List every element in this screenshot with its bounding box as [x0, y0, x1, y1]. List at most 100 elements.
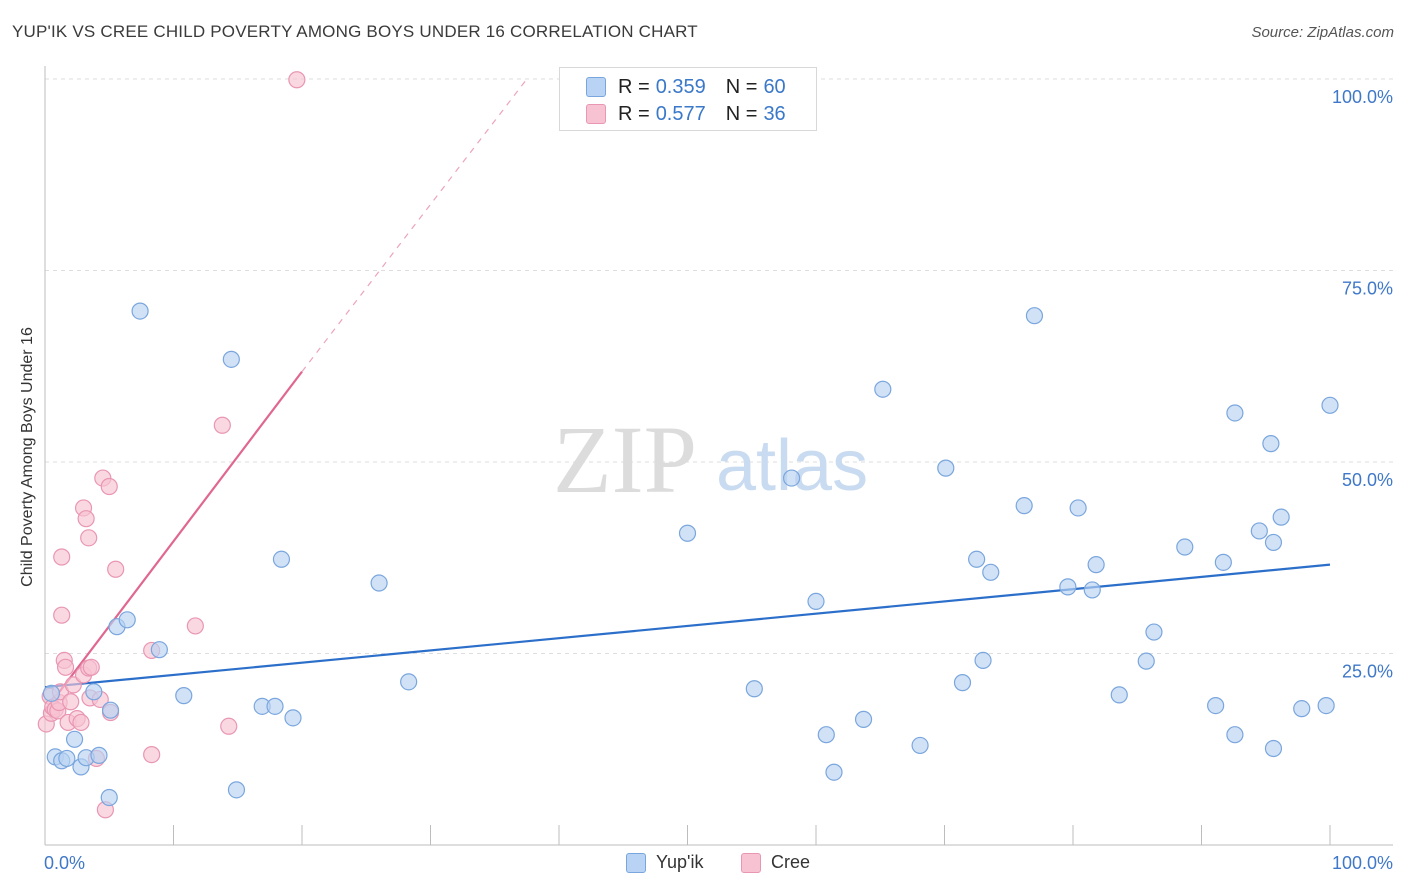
yupik-point	[817, 726, 835, 744]
cree-point	[107, 560, 125, 578]
yupik-point	[1083, 581, 1101, 599]
chart-title: YUP'IK VS CREE CHILD POVERTY AMONG BOYS …	[12, 22, 698, 41]
yupik-swatch	[586, 77, 606, 97]
stats-row-yupik: R = 0.359 N = 60	[586, 75, 786, 99]
cree-legend-swatch	[741, 852, 761, 873]
yupik-point	[807, 592, 825, 611]
yupik-point	[874, 380, 892, 398]
yupik-point	[42, 684, 61, 702]
yupik-point	[911, 736, 929, 755]
r-label: R =	[618, 75, 650, 98]
n-label: N =	[725, 102, 758, 125]
yupik-legend-swatch	[626, 852, 646, 873]
yupik-point	[1059, 578, 1077, 596]
yupik-point	[370, 574, 388, 592]
r-value: 0.577	[655, 102, 706, 125]
cree-point	[213, 416, 231, 434]
yupik-point	[1293, 700, 1311, 718]
stats-legend: R = 0.359 N = 60 R = 0.577 N = 36	[559, 67, 817, 131]
yupik-point	[1207, 696, 1225, 715]
legend-label-yupik: Yup'ik	[656, 852, 704, 872]
yupik-point	[266, 697, 284, 715]
axes	[44, 66, 1393, 846]
cree-point	[186, 617, 204, 635]
yupik-point	[825, 763, 843, 781]
tick-labels: 25.0% 50.0% 75.0% 100.0% 0.0% 100.0%	[44, 87, 1393, 873]
yupik-point	[118, 611, 136, 629]
cree-point	[100, 477, 118, 496]
n-label: N =	[725, 75, 758, 98]
cree-point	[80, 529, 98, 547]
yupik-point	[1015, 497, 1033, 515]
yupik-point	[1250, 522, 1268, 540]
yupik-point	[65, 730, 84, 748]
cree-point	[82, 658, 100, 676]
r-label: R =	[618, 102, 650, 125]
watermark: ZIP atlas	[553, 406, 868, 513]
yupik-point	[272, 550, 291, 568]
yupik-point	[1025, 307, 1044, 325]
yupik-point	[1069, 499, 1087, 517]
yupik-point	[131, 302, 149, 320]
yupik-point	[1110, 686, 1128, 704]
yupik-point	[222, 350, 240, 368]
n-value: 60	[763, 75, 786, 98]
series-legend: Yup'ik Cree	[0, 852, 1406, 876]
yupik-point	[90, 746, 108, 764]
yupik-point	[101, 701, 120, 719]
yupik-point	[782, 469, 801, 487]
stats-row-cree: R = 0.577 N = 36	[586, 102, 786, 126]
yupik-point	[1321, 396, 1339, 414]
yupik-point	[1087, 556, 1105, 574]
legend-item-cree[interactable]: Cree	[741, 852, 810, 873]
yupik-point	[678, 524, 697, 542]
yupik-point	[1137, 652, 1155, 670]
cree-point	[220, 717, 238, 735]
yupik-point	[1226, 726, 1244, 744]
yupik-point	[150, 641, 168, 659]
yupik-point	[745, 680, 763, 698]
legend-item-yupik[interactable]: Yup'ik	[626, 852, 703, 873]
legend-label-cree: Cree	[771, 852, 811, 872]
source-label: Source: ZipAtlas.com	[1251, 24, 1394, 41]
yupik-trend-line	[44, 563, 1331, 689]
x-tick-label: 0.0%	[44, 853, 85, 873]
cree-point	[56, 658, 75, 676]
watermark-zip: ZIP	[553, 406, 697, 513]
x-tick-label: 100.0%	[1332, 853, 1393, 873]
yupik-point	[85, 683, 103, 701]
yupik-point	[854, 710, 873, 728]
yupik-point	[1262, 435, 1280, 453]
yupik-point	[968, 550, 986, 568]
yupik-point	[1317, 696, 1335, 715]
cree-trend-line	[44, 370, 303, 712]
cree-swatch	[586, 104, 606, 124]
grid-lines	[45, 78, 1393, 654]
y-tick-label: 25.0%	[1342, 662, 1393, 682]
cree-point	[288, 71, 306, 89]
yupik-point	[937, 459, 955, 477]
cree-trend-extension	[301, 78, 528, 372]
cree-point	[62, 693, 80, 711]
yupik-point	[1264, 533, 1283, 552]
cree-point	[72, 713, 90, 732]
yupik-point	[1145, 623, 1163, 641]
yupik-point	[1176, 538, 1194, 556]
yupik-point	[175, 687, 193, 705]
watermark-atlas: atlas	[716, 426, 868, 506]
cree-point	[53, 606, 71, 624]
data-points	[37, 71, 1339, 819]
cree-point	[64, 676, 82, 694]
yupik-point	[100, 788, 118, 807]
yupik-point	[1272, 508, 1290, 526]
yupik-point	[284, 709, 302, 727]
yupik-point	[953, 674, 972, 692]
y-tick-label: 100.0%	[1332, 87, 1393, 107]
yupik-point	[1264, 739, 1283, 758]
yupik-point	[58, 749, 76, 768]
y-tick-label: 75.0%	[1342, 279, 1393, 299]
cree-point	[77, 510, 95, 528]
cree-point	[53, 548, 71, 566]
yupik-point	[982, 563, 1000, 581]
